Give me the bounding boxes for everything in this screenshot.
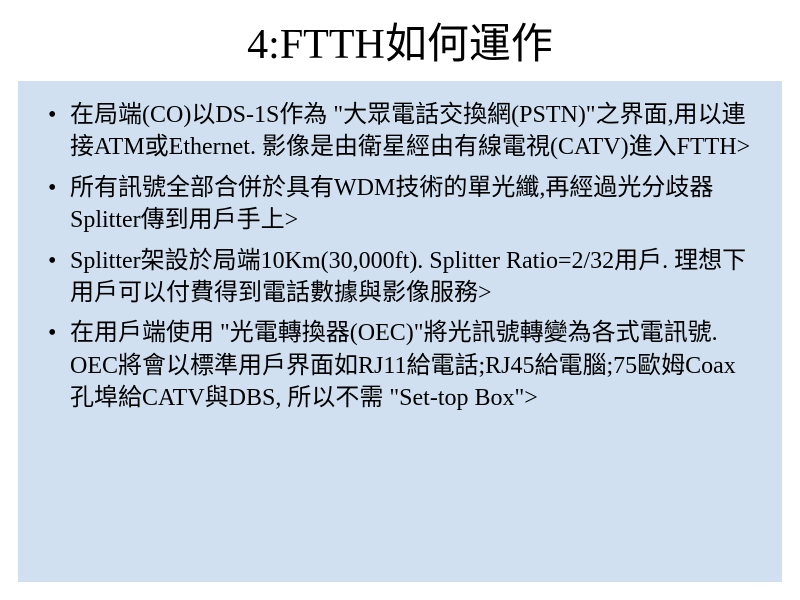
bullet-list: 在局端(CO)以DS-1S作為 "大眾電話交換網(PSTN)"之界面,用以連接A… — [42, 99, 758, 415]
content-box: 在局端(CO)以DS-1S作為 "大眾電話交換網(PSTN)"之界面,用以連接A… — [18, 81, 782, 582]
slide: 4:FTTH如何運作 在局端(CO)以DS-1S作為 "大眾電話交換網(PSTN… — [0, 0, 800, 600]
bullet-item: 在局端(CO)以DS-1S作為 "大眾電話交換網(PSTN)"之界面,用以連接A… — [42, 99, 758, 164]
slide-title: 4:FTTH如何運作 — [18, 10, 782, 71]
bullet-item: 在用戶端使用 "光電轉換器(OEC)"將光訊號轉變為各式電訊號. OEC將會以標… — [42, 317, 758, 414]
bullet-item: Splitter架設於局端10Km(30,000ft). Splitter Ra… — [42, 245, 758, 310]
bullet-item: 所有訊號全部合併於具有WDM技術的單光纖,再經過光分歧器Splitter傳到用戶… — [42, 172, 758, 237]
